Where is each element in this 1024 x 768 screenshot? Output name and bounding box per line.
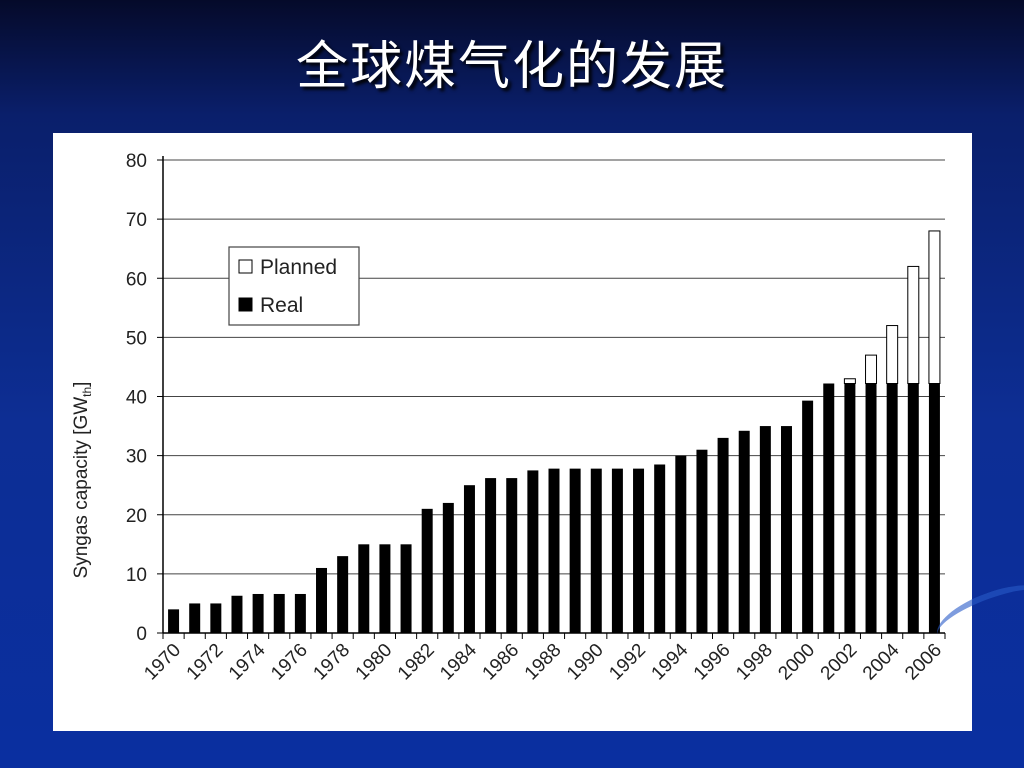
bar-real-1970 <box>168 609 180 633</box>
bar-real-1986 <box>506 478 518 633</box>
bar-real-1980 <box>379 544 391 633</box>
chart-panel: 0 10 20 30 40 50 60 70 80 1970 1972 1974 1976 1978 198… <box>53 133 972 731</box>
bar-planned-2003 <box>865 354 878 384</box>
x-tick-label: 2000 <box>774 640 819 685</box>
y-tick-label: 40 <box>126 388 147 409</box>
bar-real-1992 <box>633 468 645 633</box>
x-tick-label: 1994 <box>648 639 693 684</box>
x-tick-label: 1996 <box>690 640 735 685</box>
x-tick-label: 1976 <box>267 640 312 685</box>
bar-real-2000 <box>802 400 814 633</box>
x-tick-label: 1980 <box>352 640 397 685</box>
bar-real-1993 <box>654 464 666 633</box>
y-tick-label: 60 <box>126 269 147 290</box>
bar-real-2001 <box>823 383 835 633</box>
y-tick-label: 20 <box>126 506 147 527</box>
bar-real-1973 <box>231 595 243 633</box>
slide-title: 全球煤气化的发展 <box>295 37 728 97</box>
bar-real-1991 <box>611 468 623 633</box>
y-tick-label: 10 <box>126 565 147 586</box>
y-axis-label: Syngas capacity [GWth] <box>71 382 94 579</box>
bar-real-1988 <box>548 468 560 633</box>
bar-real-1981 <box>400 544 412 633</box>
bar-real-1975 <box>273 593 285 633</box>
y-axis-label-main: Syngas capacity [GW <box>71 397 92 579</box>
y-axis-label-sub: th <box>80 387 94 397</box>
y-tick-label: 50 <box>126 328 147 349</box>
y-tick-label: 80 <box>126 151 147 172</box>
bar-real-2006 <box>928 383 940 633</box>
legend-label-planned: Planned <box>260 256 337 279</box>
legend-label-real: Real <box>260 294 303 317</box>
bar-real-1976 <box>294 593 306 633</box>
x-tick-label: 2004 <box>859 639 904 684</box>
y-tick-label: 30 <box>126 447 147 468</box>
bar-real-1990 <box>590 468 602 633</box>
bar-real-1985 <box>485 478 497 633</box>
bar-real-1997 <box>738 430 750 633</box>
bar-real-1971 <box>189 603 201 633</box>
bar-planned-2004 <box>886 325 899 384</box>
bar-real-1974 <box>252 593 264 633</box>
legend-swatch-planned <box>238 259 253 274</box>
x-tick-label: 1984 <box>436 639 481 684</box>
bar-planned-2005 <box>907 265 920 384</box>
bar-real-2004 <box>886 383 898 633</box>
bar-real-1994 <box>675 455 687 633</box>
bar-real-1977 <box>316 567 328 633</box>
bar-planned-2002 <box>843 378 856 384</box>
bar-real-2002 <box>844 383 856 633</box>
bar-real-1995 <box>696 449 708 633</box>
syngas-capacity-chart: 0102030405060708019701972197419761978198… <box>71 151 946 685</box>
x-tick-label: 2006 <box>901 640 946 685</box>
x-tick-label: 1992 <box>605 640 650 685</box>
bar-real-1996 <box>717 437 729 633</box>
bar-real-1972 <box>210 603 222 633</box>
legend: Planned Real <box>228 246 360 326</box>
x-tick-label: 1978 <box>309 640 354 685</box>
bar-real-2003 <box>865 383 877 633</box>
bar-real-1998 <box>759 426 771 633</box>
y-tick-label: 0 <box>136 624 147 645</box>
x-tick-label: 1986 <box>479 640 524 685</box>
bar-planned-2006 <box>928 230 941 384</box>
bars-layer <box>168 230 941 633</box>
legend-swatch-real <box>238 297 253 312</box>
x-tick-label: 1998 <box>732 640 777 685</box>
x-tick-label: 1972 <box>183 640 228 685</box>
x-tick-label: 1970 <box>140 640 185 685</box>
bar-real-1987 <box>527 470 539 633</box>
y-axis-label-end: ] <box>71 382 92 387</box>
x-tick-label: 2002 <box>817 640 862 685</box>
bar-real-1979 <box>358 544 370 633</box>
x-tick-label: 1974 <box>225 639 270 684</box>
x-tick-label: 1988 <box>521 640 566 685</box>
x-tick-label: 1990 <box>563 640 608 685</box>
bar-real-2005 <box>907 383 919 633</box>
x-tick-label: 1982 <box>394 640 439 685</box>
bar-real-1989 <box>569 468 581 633</box>
bar-real-1983 <box>442 502 454 633</box>
bar-real-1982 <box>421 508 433 633</box>
bar-real-1984 <box>463 485 475 633</box>
y-tick-label: 70 <box>126 210 147 231</box>
bar-real-1978 <box>337 556 349 633</box>
bar-real-1999 <box>780 426 792 633</box>
